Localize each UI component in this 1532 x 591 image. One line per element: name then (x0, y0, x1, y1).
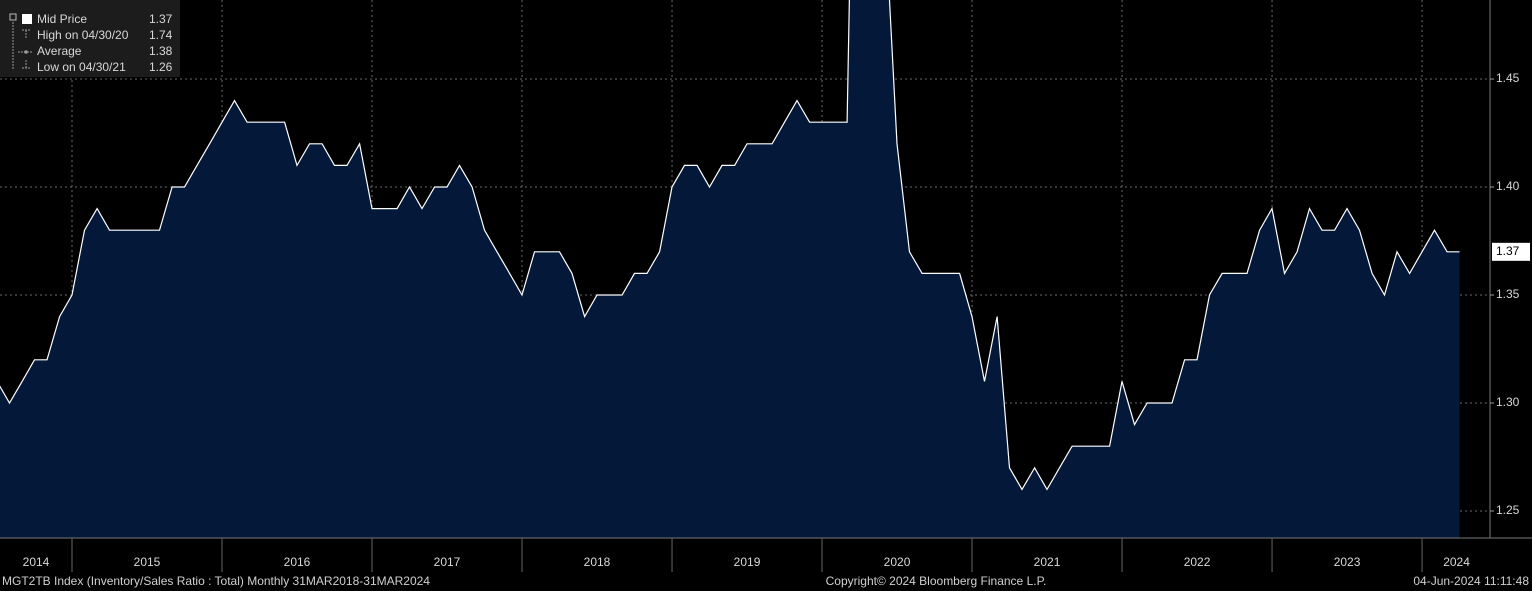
x-tick-label: 2019 (734, 555, 761, 569)
plot-area (0, 0, 1490, 538)
legend: Mid Price 1.37 High on 04/30/20 1.74 Average… (0, 0, 180, 77)
x-tick-label: 2024 (1443, 555, 1470, 569)
x-tick-label: 2016 (284, 555, 311, 569)
x-tick-label: 2021 (1034, 555, 1061, 569)
footer-center: Copyright© 2024 Bloomberg Finance L.P. (826, 574, 1047, 588)
footer-left: MGT2TB Index (Inventory/Sales Ratio : To… (2, 574, 430, 588)
footer-right: 04-Jun-2024 11:11:48 (1413, 574, 1529, 588)
y-tick-label: 1.25 (1496, 503, 1520, 517)
legend-toggle[interactable] (9, 13, 17, 21)
y-tick-label: 1.30 (1496, 395, 1520, 409)
legend-glyph (24, 50, 28, 54)
series-line (0, 0, 1460, 491)
y-tick-label: 1.45 (1496, 71, 1520, 85)
last-value-label: 1.37 (1496, 244, 1520, 258)
x-tick-label: 2014 (23, 555, 50, 569)
last-value-box (1492, 242, 1530, 261)
x-tick-label: 2018 (584, 555, 611, 569)
legend-box (0, 0, 180, 77)
area-fill (0, 0, 1460, 538)
legend-label: Low on 04/30/21 (37, 60, 126, 74)
legend-value: 1.37 (149, 12, 173, 26)
legend-swatch (22, 14, 32, 24)
x-tick-label: 2015 (134, 555, 161, 569)
axes: 1.25 1.30 1.35 1.40 1.45 2014 2015 2016 2017 2018… (23, 71, 1530, 572)
legend-label: High on 04/30/20 (37, 28, 129, 42)
y-tick-label: 1.40 (1496, 179, 1520, 193)
y-tick-label: 1.35 (1496, 287, 1520, 301)
x-tick-label: 2023 (1334, 555, 1361, 569)
x-tick-label: 2017 (434, 555, 461, 569)
x-tick-label: 2020 (884, 555, 911, 569)
x-tick-label: 2022 (1184, 555, 1211, 569)
legend-label: Average (37, 44, 82, 58)
legend-label: Mid Price (37, 12, 87, 26)
legend-value: 1.26 (149, 60, 173, 74)
legend-value: 1.74 (149, 28, 173, 42)
legend-value: 1.38 (149, 44, 173, 58)
